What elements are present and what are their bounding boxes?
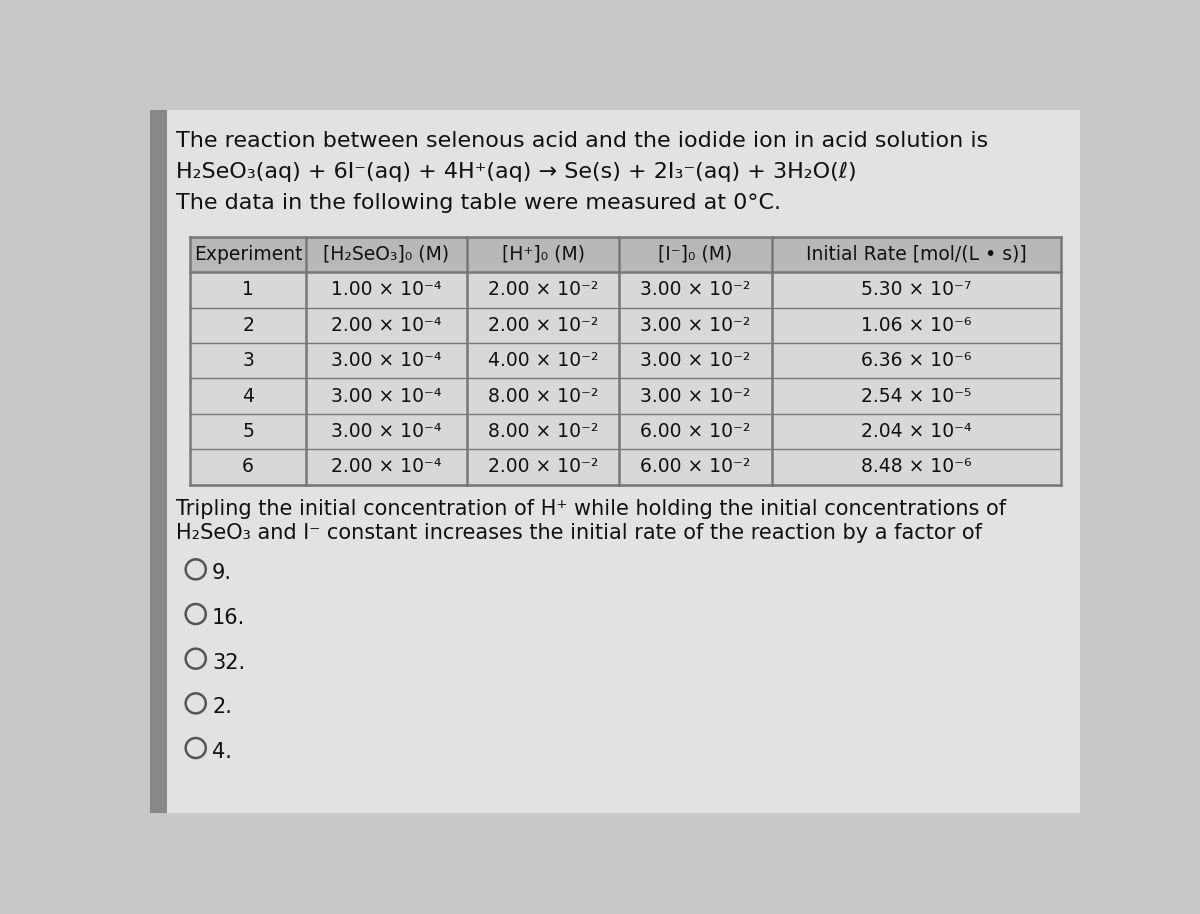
- Text: 8.00 × 10⁻²: 8.00 × 10⁻²: [488, 387, 599, 406]
- Text: Initial Rate [mol/(L • s)]: Initial Rate [mol/(L • s)]: [805, 245, 1026, 264]
- Text: 16.: 16.: [212, 608, 245, 628]
- Text: 3.00 × 10⁻²: 3.00 × 10⁻²: [641, 281, 751, 300]
- Bar: [191, 237, 1061, 272]
- Text: H₂SeO₃ and I⁻ constant increases the initial rate of the reaction by a factor of: H₂SeO₃ and I⁻ constant increases the ini…: [176, 523, 983, 543]
- Text: 5.30 × 10⁻⁷: 5.30 × 10⁻⁷: [860, 281, 971, 300]
- Text: [I⁻]₀ (M): [I⁻]₀ (M): [659, 245, 733, 264]
- Text: 1.06 × 10⁻⁶: 1.06 × 10⁻⁶: [860, 315, 972, 335]
- Bar: [191, 272, 1061, 308]
- Text: 1: 1: [242, 281, 254, 300]
- Text: 3.00 × 10⁻⁴: 3.00 × 10⁻⁴: [331, 422, 442, 441]
- Text: 3: 3: [242, 351, 254, 370]
- Text: 2: 2: [242, 315, 254, 335]
- Text: 3.00 × 10⁻²: 3.00 × 10⁻²: [641, 351, 751, 370]
- Text: Experiment: Experiment: [194, 245, 302, 264]
- Text: 2.: 2.: [212, 697, 232, 717]
- Text: 6: 6: [242, 458, 254, 476]
- Text: 8.00 × 10⁻²: 8.00 × 10⁻²: [488, 422, 599, 441]
- Text: 2.00 × 10⁻²: 2.00 × 10⁻²: [488, 315, 599, 335]
- Text: 2.54 × 10⁻⁵: 2.54 × 10⁻⁵: [860, 387, 971, 406]
- Bar: [191, 450, 1061, 484]
- Text: H₂SeO₃(aq) + 6I⁻(aq) + 4H⁺(aq) → Se(s) + 2I₃⁻(aq) + 3H₂O(ℓ): H₂SeO₃(aq) + 6I⁻(aq) + 4H⁺(aq) → Se(s) +…: [176, 162, 857, 182]
- Text: 6.36 × 10⁻⁶: 6.36 × 10⁻⁶: [860, 351, 972, 370]
- Text: 6.00 × 10⁻²: 6.00 × 10⁻²: [641, 422, 751, 441]
- Text: 3.00 × 10⁻²: 3.00 × 10⁻²: [641, 387, 751, 406]
- Text: The data in the following table were measured at 0°C.: The data in the following table were mea…: [176, 193, 781, 213]
- Bar: [191, 343, 1061, 378]
- Bar: [191, 378, 1061, 414]
- Text: 5: 5: [242, 422, 254, 441]
- Text: 2.00 × 10⁻⁴: 2.00 × 10⁻⁴: [331, 315, 442, 335]
- Text: 9.: 9.: [212, 563, 232, 583]
- Text: 2.04 × 10⁻⁴: 2.04 × 10⁻⁴: [860, 422, 972, 441]
- Text: 4.: 4.: [212, 742, 232, 762]
- Text: 2.00 × 10⁻⁴: 2.00 × 10⁻⁴: [331, 458, 442, 476]
- Text: [H⁺]₀ (M): [H⁺]₀ (M): [502, 245, 584, 264]
- Text: 4.00 × 10⁻²: 4.00 × 10⁻²: [488, 351, 599, 370]
- Bar: [150, 110, 167, 813]
- Text: Tripling the initial concentration of H⁺ while holding the initial concentration: Tripling the initial concentration of H⁺…: [176, 498, 1007, 518]
- Bar: [191, 414, 1061, 450]
- Text: 3.00 × 10⁻⁴: 3.00 × 10⁻⁴: [331, 351, 442, 370]
- Text: 32.: 32.: [212, 653, 245, 673]
- Bar: [191, 308, 1061, 343]
- Text: 2.00 × 10⁻²: 2.00 × 10⁻²: [488, 458, 599, 476]
- Text: The reaction between selenous acid and the iodide ion in acid solution is: The reaction between selenous acid and t…: [176, 132, 989, 151]
- Text: 6.00 × 10⁻²: 6.00 × 10⁻²: [641, 458, 751, 476]
- Text: 1.00 × 10⁻⁴: 1.00 × 10⁻⁴: [331, 281, 442, 300]
- Text: 8.48 × 10⁻⁶: 8.48 × 10⁻⁶: [860, 458, 972, 476]
- Text: [H₂SeO₃]₀ (M): [H₂SeO₃]₀ (M): [324, 245, 450, 264]
- Text: 3.00 × 10⁻²: 3.00 × 10⁻²: [641, 315, 751, 335]
- Text: 4: 4: [242, 387, 254, 406]
- Text: 3.00 × 10⁻⁴: 3.00 × 10⁻⁴: [331, 387, 442, 406]
- Text: 2.00 × 10⁻²: 2.00 × 10⁻²: [488, 281, 599, 300]
